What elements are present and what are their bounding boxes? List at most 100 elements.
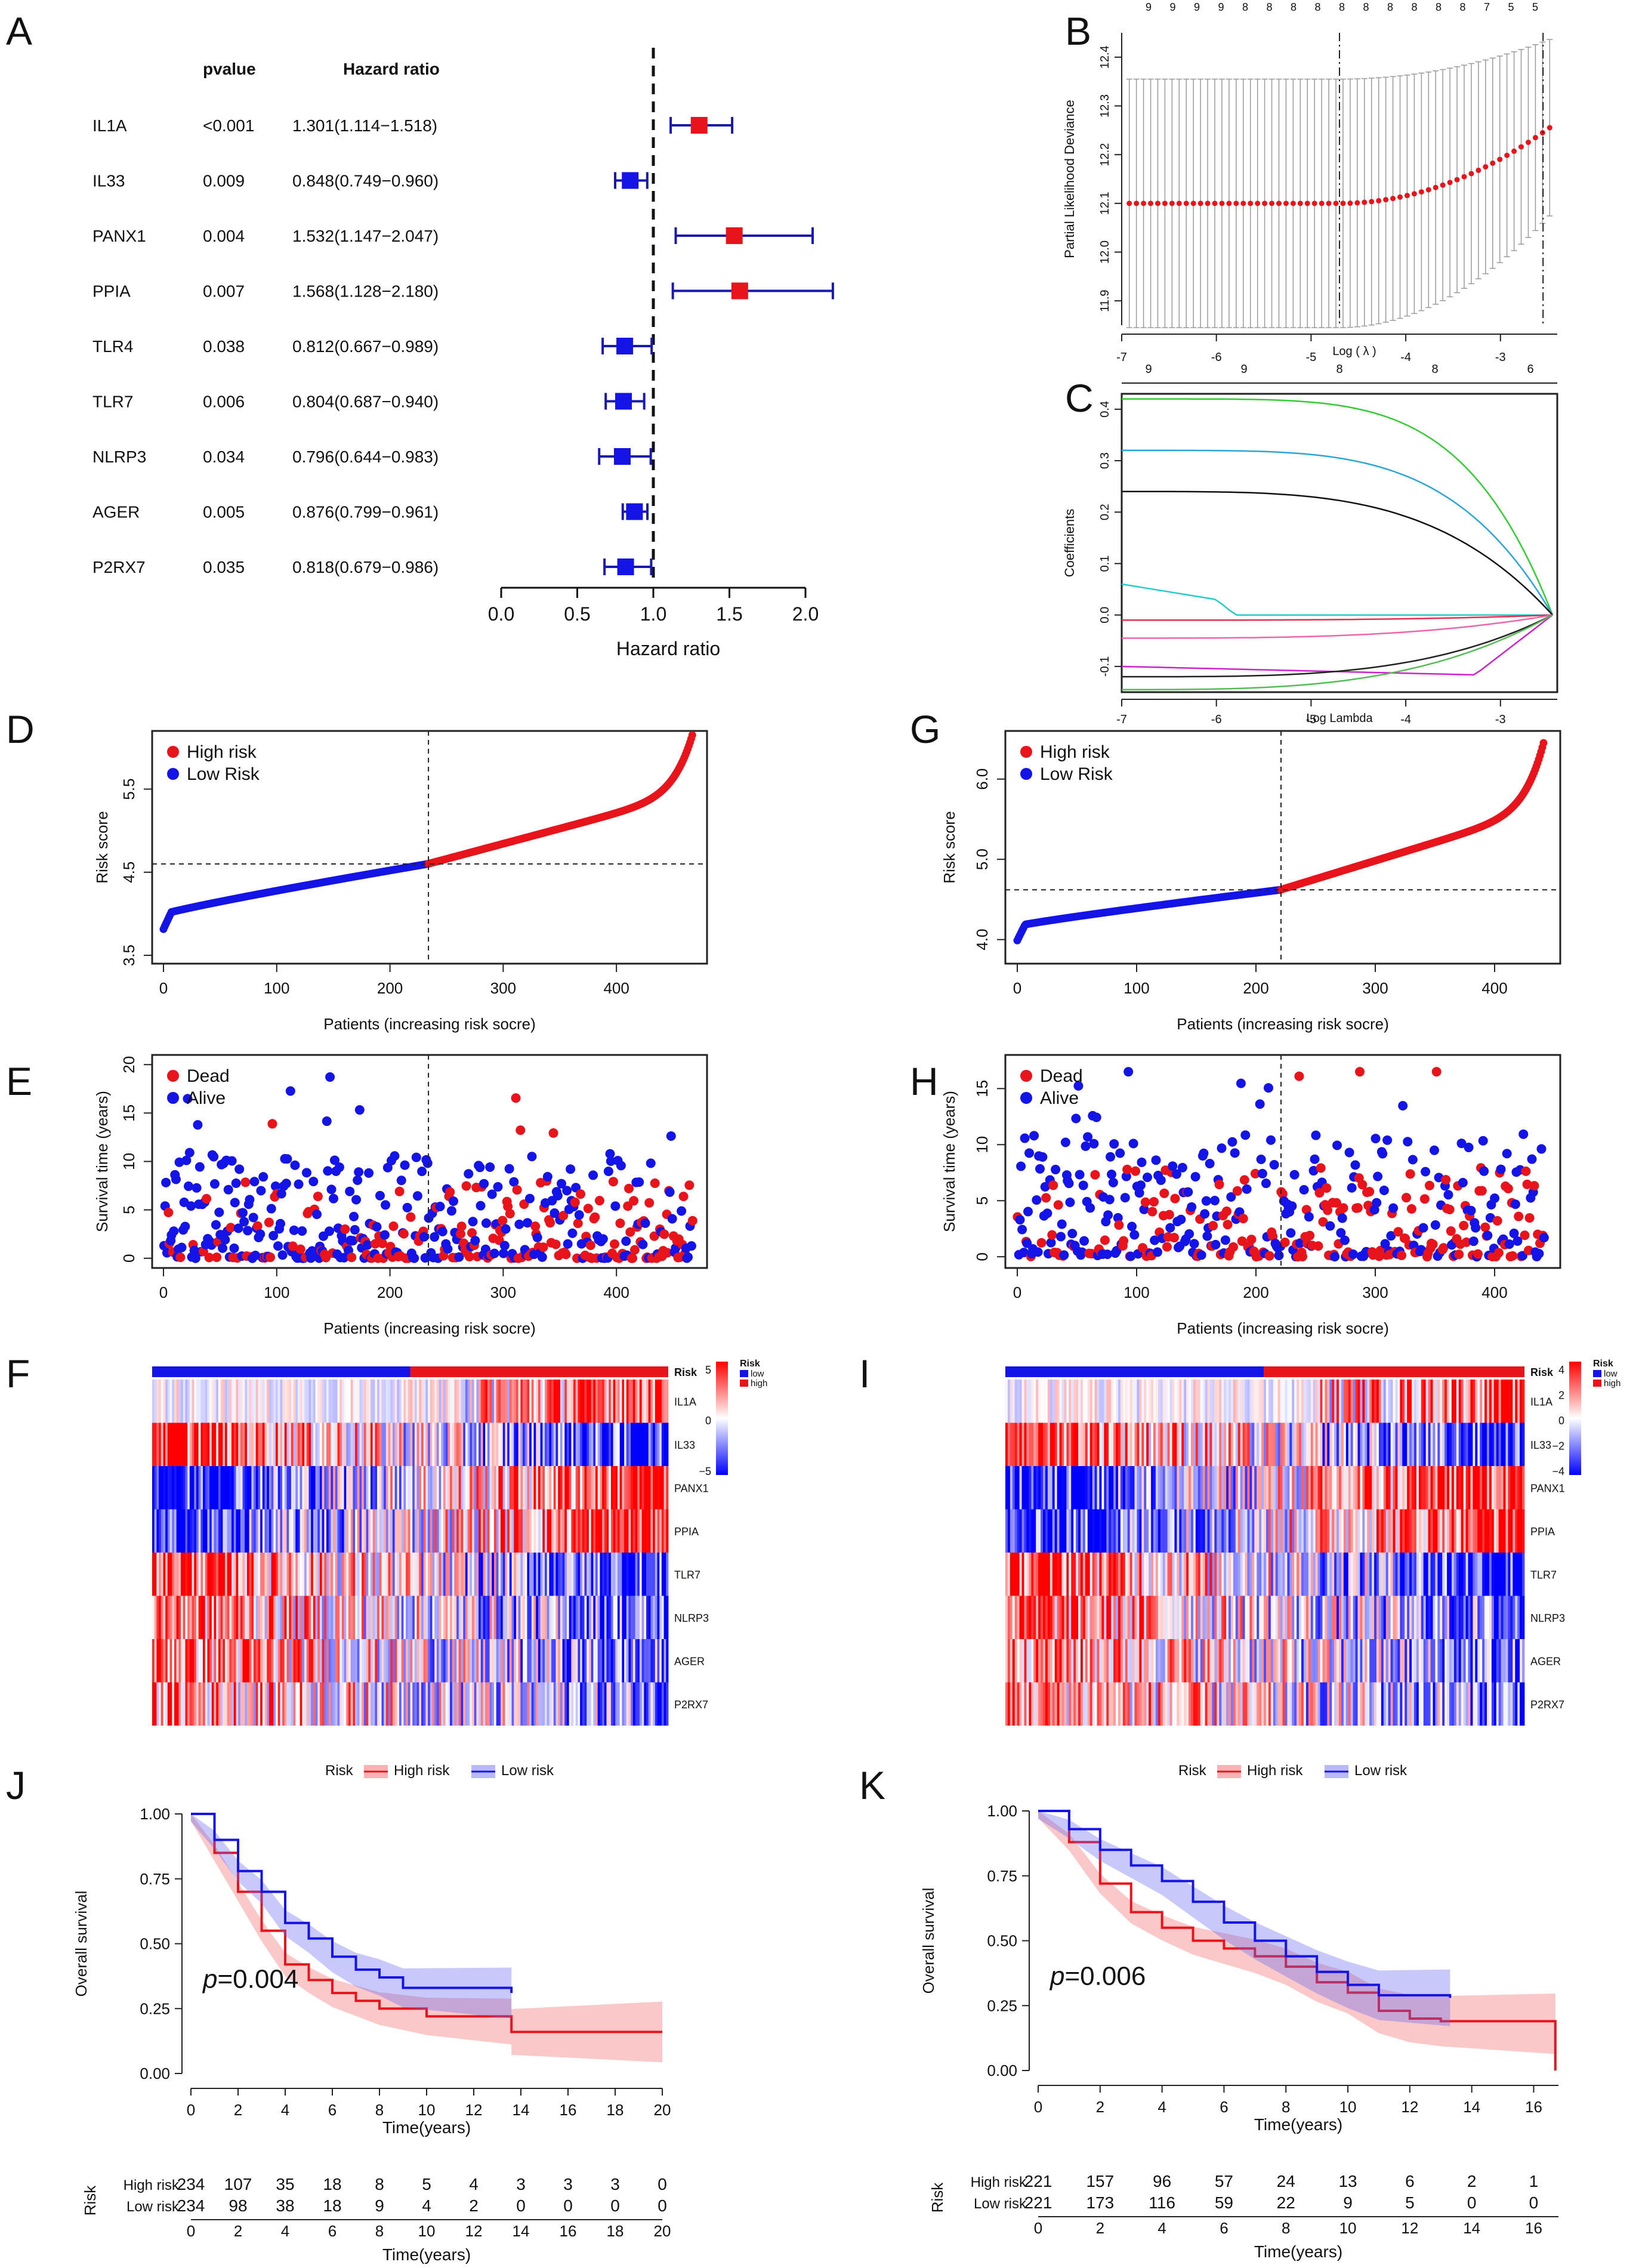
- heatmap-cell: [1400, 1422, 1403, 1466]
- heatmap-cell: [353, 1639, 356, 1683]
- heatmap-cell: [1169, 1422, 1172, 1466]
- heatmap-cell: [308, 1422, 311, 1466]
- heatmap-cell: [362, 1422, 365, 1466]
- heatmap-cell: [1087, 1509, 1091, 1553]
- heatmap-cell: [346, 1553, 349, 1596]
- heatmap-cell: [357, 1380, 360, 1423]
- status-point: [1365, 1187, 1375, 1197]
- heatmap-cell: [348, 1466, 351, 1510]
- status-point: [1229, 1242, 1239, 1252]
- status-point: [609, 1239, 619, 1249]
- heatmap-cell: [1383, 1422, 1387, 1466]
- legend-high-marker: [1020, 746, 1032, 758]
- heatmap-cell: [587, 1639, 589, 1683]
- heatmap-cell: [505, 1422, 508, 1466]
- status-point: [161, 1177, 171, 1187]
- heatmap-cell: [414, 1380, 417, 1423]
- heatmap-cell: [639, 1380, 643, 1423]
- c-coefficient-path: [1122, 614, 1553, 678]
- status-point: [1441, 1175, 1451, 1185]
- status-point: [588, 1170, 598, 1180]
- status-point: [1478, 1135, 1488, 1146]
- status-point: [1115, 1148, 1125, 1158]
- b-cv-point: [1532, 135, 1538, 141]
- heatmap-cell: [291, 1639, 294, 1683]
- status-point: [281, 1178, 291, 1189]
- heatmap-cell: [1257, 1422, 1260, 1466]
- heatmap-cell: [1259, 1380, 1262, 1423]
- heatmap-cell: [1021, 1380, 1024, 1423]
- status-point: [388, 1221, 399, 1231]
- heatmap-cell: [1036, 1466, 1039, 1510]
- heatmap-cell: [381, 1509, 384, 1553]
- heatmap-cell: [306, 1380, 309, 1423]
- heatmap-cell: [1212, 1466, 1215, 1510]
- heatmap-cell: [341, 1596, 345, 1639]
- heatmap-cell: [514, 1682, 517, 1726]
- heatmap-cell: [606, 1596, 609, 1639]
- heatmap-cell: [1078, 1422, 1081, 1466]
- heatmap-cell: [493, 1422, 497, 1466]
- heatmap-cell: [159, 1596, 162, 1639]
- heatmap-cell: [569, 1639, 572, 1683]
- heatmap-cell: [331, 1509, 334, 1553]
- heatmap-cell: [1320, 1466, 1323, 1510]
- heatmap-cell: [1109, 1509, 1112, 1553]
- heatmap-cell: [1230, 1380, 1234, 1423]
- forest-x-tick-label: 0.0: [488, 603, 514, 625]
- heatmap-cell: [1205, 1380, 1208, 1423]
- heatmap-cell: [628, 1553, 631, 1596]
- heatmap-cell: [1261, 1422, 1264, 1466]
- heatmap-cell: [1275, 1380, 1279, 1423]
- heatmap-cell: [470, 1596, 473, 1639]
- heatmap-cell: [635, 1380, 638, 1423]
- status-point: [1310, 1154, 1320, 1164]
- status-point: [1454, 1249, 1464, 1260]
- heatmap-cell: [1305, 1422, 1309, 1466]
- heatmap-cell: [597, 1380, 600, 1423]
- heatmap-cell: [421, 1422, 424, 1466]
- heatmap-cell: [663, 1466, 666, 1510]
- forest-point: [617, 558, 634, 575]
- heatmap-cell: [560, 1380, 563, 1423]
- heatmap-cell: [156, 1509, 159, 1553]
- heatmap-cell: [1468, 1380, 1471, 1423]
- heatmap-cell: [1129, 1422, 1132, 1466]
- heatmap-cell: [196, 1596, 199, 1639]
- heatmap-cell: [615, 1380, 618, 1423]
- heatmap-cell: [362, 1466, 365, 1510]
- status-point: [349, 1211, 359, 1221]
- status-point: [538, 1242, 548, 1252]
- heatmap-cell: [236, 1553, 239, 1596]
- heatmap-cell: [531, 1682, 534, 1726]
- heatmap-cell: [430, 1380, 433, 1423]
- heatmap-cell: [304, 1639, 307, 1683]
- heatmap-cell: [529, 1596, 532, 1639]
- heatmap-cell: [291, 1682, 294, 1726]
- heatmap-cell: [555, 1466, 558, 1510]
- heatmap-cell: [176, 1596, 179, 1639]
- status-point: [1075, 1170, 1085, 1180]
- heatmap-cell: [419, 1422, 422, 1466]
- heatmap-cell: [258, 1639, 261, 1683]
- heatmap-cell: [498, 1553, 501, 1596]
- heatmap-cell: [485, 1553, 488, 1596]
- status-point: [511, 1093, 521, 1103]
- heatmap-cell: [1350, 1466, 1354, 1510]
- heatmap-cell: [584, 1509, 587, 1553]
- heatmap-cell: [1078, 1380, 1081, 1423]
- legend-dead-marker: [1020, 1070, 1032, 1082]
- status-point: [1388, 1203, 1399, 1213]
- b-cv-point: [1134, 200, 1140, 206]
- heatmap-cell: [165, 1639, 168, 1683]
- heatmap-cell: [575, 1682, 578, 1726]
- heatmap-cell: [1261, 1380, 1264, 1423]
- heatmap-cell: [432, 1596, 435, 1639]
- heatmap-cell: [516, 1553, 519, 1596]
- heatmap-cell: [600, 1509, 603, 1553]
- status-point: [1466, 1205, 1476, 1215]
- b-cv-point: [1525, 140, 1531, 146]
- status-point: [629, 1245, 640, 1255]
- heatmap-cell: [394, 1596, 397, 1639]
- heatmap-cell: [1195, 1509, 1199, 1553]
